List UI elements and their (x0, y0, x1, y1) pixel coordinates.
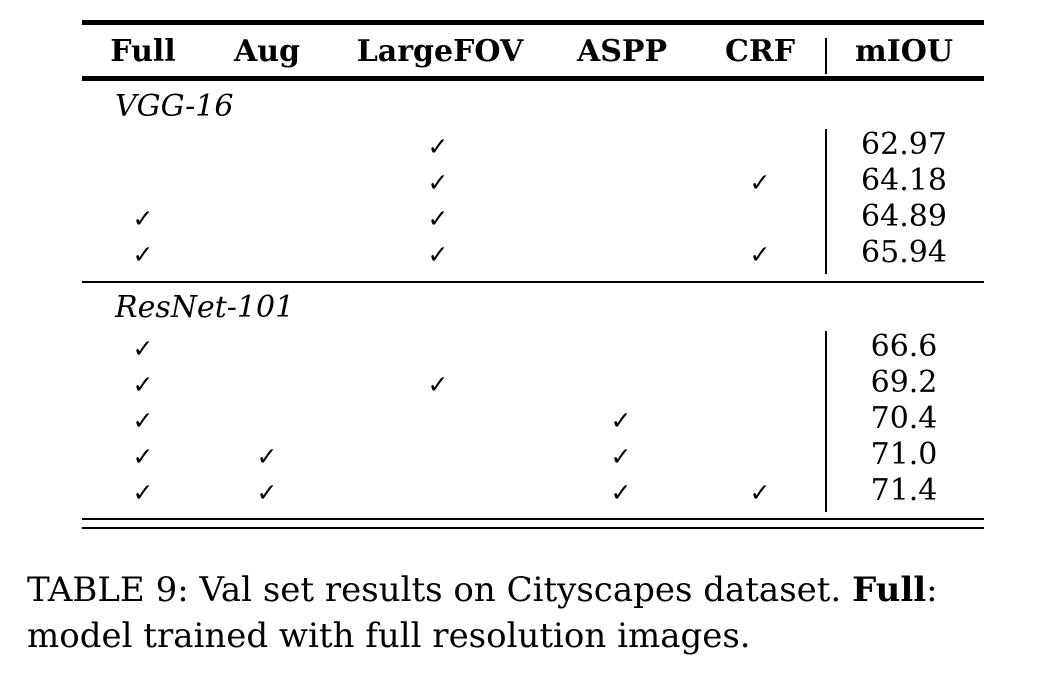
miou-value: 66.6 (870, 329, 938, 364)
check-mark-largefov: ✓ (427, 132, 449, 161)
check-mark-aspp: ✓ (610, 478, 632, 507)
check-mark-crf: ✓ (749, 168, 771, 197)
miou-value: 65.94 (861, 235, 947, 270)
check-mark-largefov: ✓ (427, 168, 449, 197)
check-mark-full: ✓ (132, 442, 154, 471)
miou-value: 64.18 (861, 163, 947, 198)
check-mark-aspp: ✓ (610, 442, 632, 471)
caption-prefix: TABLE 9: Val set results on Cityscapes d… (27, 570, 853, 610)
check-mark-aug: ✓ (256, 478, 278, 507)
header-full: Full (110, 34, 176, 69)
bottom-rule-upper (82, 518, 984, 520)
check-mark-full: ✓ (132, 334, 154, 363)
check-mark-full: ✓ (132, 406, 154, 435)
miou-value: 69.2 (870, 365, 938, 400)
header-aug: Aug (233, 34, 301, 69)
resnet-column-divider (825, 331, 827, 512)
miou-value: 70.4 (870, 401, 938, 436)
caption-suffix: : model trained with full resolution ima… (27, 570, 938, 656)
vgg-column-divider (825, 129, 827, 274)
header-crf: CRF (724, 34, 796, 69)
miou-value: 71.4 (870, 473, 938, 508)
bottom-rule-lower (82, 527, 984, 529)
header-rule (82, 76, 984, 81)
group-label-resnet101: ResNet-101 (115, 290, 295, 325)
check-mark-full: ✓ (132, 204, 154, 233)
top-rule (82, 20, 984, 25)
miou-value: 62.97 (861, 127, 947, 162)
check-mark-aug: ✓ (256, 442, 278, 471)
check-mark-crf: ✓ (749, 240, 771, 269)
check-mark-largefov: ✓ (427, 204, 449, 233)
header-largefov: LargeFOV (356, 34, 524, 69)
check-mark-largefov: ✓ (427, 240, 449, 269)
check-mark-full: ✓ (132, 370, 154, 399)
check-mark-largefov: ✓ (427, 370, 449, 399)
check-mark-aspp: ✓ (610, 406, 632, 435)
miou-value: 64.89 (861, 199, 947, 234)
check-mark-crf: ✓ (749, 478, 771, 507)
header-miou: mIOU (854, 34, 954, 69)
check-mark-full: ✓ (132, 478, 154, 507)
group-separator-rule (82, 281, 984, 283)
check-mark-full: ✓ (132, 240, 154, 269)
caption-bold-term: Full (852, 570, 927, 610)
group-label-vgg16: VGG-16 (115, 89, 234, 124)
header-column-divider (825, 38, 827, 74)
table-caption: TABLE 9: Val set results on Cityscapes d… (27, 567, 1047, 659)
header-aspp: ASPP (576, 34, 668, 69)
miou-value: 71.0 (870, 437, 938, 472)
